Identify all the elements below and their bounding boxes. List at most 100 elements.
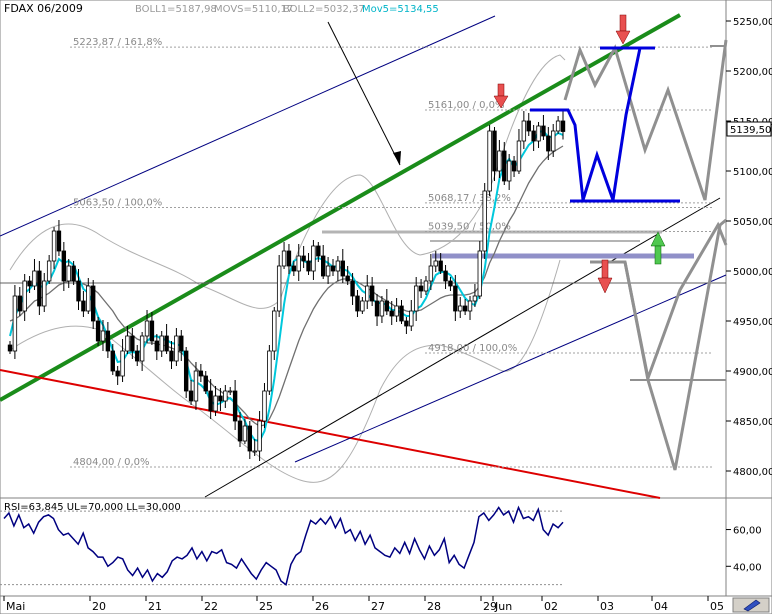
candle	[516, 129, 522, 174]
candle	[453, 275, 458, 321]
candle	[130, 328, 135, 359]
candle	[555, 116, 561, 134]
down-arrow-1	[493, 83, 509, 109]
down-arrow-3	[597, 259, 613, 294]
candle	[487, 125, 492, 196]
candle	[448, 277, 453, 291]
candle	[100, 320, 106, 351]
candle	[281, 242, 287, 269]
candle	[46, 255, 52, 284]
y-tick-label: 4900,00	[733, 367, 772, 378]
candle	[120, 339, 125, 382]
candle	[482, 183, 487, 259]
candle	[462, 299, 468, 315]
candle	[443, 265, 448, 289]
y-tick-label: 4850,00	[733, 417, 772, 428]
candle	[423, 276, 429, 295]
candles	[7, 109, 566, 461]
candle	[71, 261, 76, 285]
rsi-chart	[0, 505, 564, 586]
candle	[213, 386, 218, 416]
candle	[51, 227, 57, 269]
candle	[154, 334, 160, 360]
candle	[384, 289, 390, 315]
candle	[193, 362, 199, 410]
candle	[409, 300, 414, 331]
indicator-movs: MOVS=5110,17	[214, 4, 293, 15]
candle	[218, 388, 223, 411]
candle	[374, 294, 380, 326]
candle	[110, 344, 115, 375]
candle	[42, 273, 47, 312]
pen-tool-icon[interactable]	[732, 597, 770, 613]
candle	[276, 255, 282, 317]
up-arrow	[650, 231, 666, 265]
candle	[232, 380, 238, 430]
x-tick-label: 04	[654, 600, 668, 613]
candle	[272, 307, 277, 360]
candle	[169, 341, 174, 369]
arrow-pointer-head	[393, 151, 401, 165]
candle	[546, 127, 551, 160]
candle	[296, 244, 301, 281]
candle	[17, 287, 22, 316]
indicator-boll1: BOLL1=5187,98	[135, 4, 217, 15]
candle	[105, 322, 111, 358]
candle	[472, 284, 478, 307]
candle	[135, 345, 140, 366]
candle	[183, 347, 189, 398]
x-tick-label: 03	[600, 600, 614, 613]
x-tick-label: 29	[483, 600, 497, 613]
down-arrow-2	[615, 14, 631, 45]
candle	[492, 127, 497, 181]
candle	[228, 387, 233, 395]
candle	[286, 244, 292, 274]
candle	[506, 154, 512, 190]
x-axis-panel	[0, 595, 772, 614]
candle	[252, 439, 257, 456]
fib-level-label: 5068,17 / 38,2%	[428, 193, 511, 204]
rsi-tick-label: 40,00	[733, 562, 762, 573]
candle	[179, 330, 184, 361]
chart-title: FDAX 06/2009	[4, 2, 83, 15]
lower-channel-line-2	[294, 274, 727, 463]
candle	[330, 259, 336, 276]
candle	[360, 297, 365, 314]
candle	[389, 301, 394, 325]
candle	[502, 142, 507, 185]
candle	[345, 266, 350, 285]
main-panel	[0, 0, 727, 499]
candle	[12, 285, 18, 359]
candle	[242, 419, 248, 444]
candle	[306, 253, 311, 275]
candle	[149, 312, 155, 345]
candle	[125, 326, 130, 354]
candle	[325, 257, 331, 284]
y-tick-label: 5250,00	[733, 17, 772, 28]
y-tick-label: 5000,00	[733, 267, 772, 278]
fib-level-label: 5161,00 / 0,0%	[428, 100, 504, 111]
candle	[159, 331, 164, 357]
rsi-line	[3, 505, 564, 586]
rsi-y-axis-ticks: 60,00 40,00	[726, 526, 762, 573]
candle	[311, 240, 316, 280]
rsi-title: RSI=63,845 UL=70,000 LL=30,000	[4, 502, 181, 513]
x-tick-label: 25	[259, 600, 273, 613]
candle	[560, 109, 566, 140]
candle	[316, 242, 321, 262]
candle	[66, 259, 71, 288]
candle	[7, 341, 13, 354]
candle	[90, 280, 96, 329]
candle	[37, 261, 42, 315]
y-tick-label: 5200,00	[733, 67, 772, 78]
x-tick-label: 20	[92, 600, 106, 613]
candle	[536, 122, 541, 148]
y-axis-ticks: 5250,005200,005150,005100,005050,005000,…	[726, 17, 772, 478]
upper-channel-line	[0, 15, 496, 237]
candle	[257, 411, 262, 461]
lower-channel-line-1	[204, 197, 721, 498]
bollinger-lower-band	[9, 259, 561, 483]
x-tick-label: Mai	[6, 600, 25, 613]
x-tick-label: 22	[204, 600, 218, 613]
